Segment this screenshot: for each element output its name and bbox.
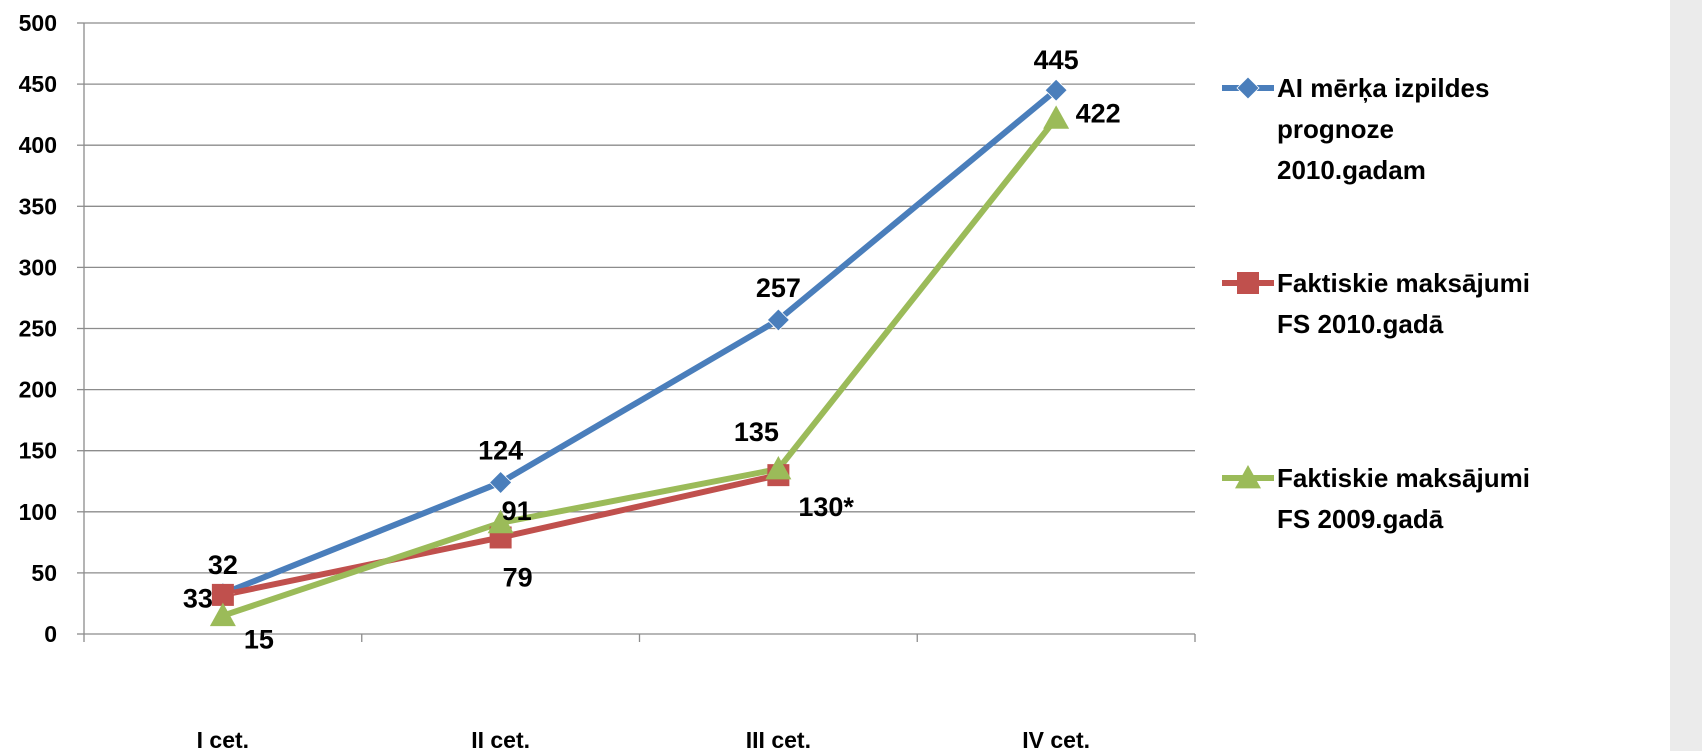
legend-label: Faktiskie maksājumi xyxy=(1277,268,1530,298)
data-label: 130* xyxy=(798,492,854,522)
legend-label: AI mērķa izpildes xyxy=(1277,73,1489,103)
legend-marker-2 xyxy=(1237,272,1259,294)
data-label: 32 xyxy=(208,550,238,580)
x-tick-label: II cet. xyxy=(471,727,530,751)
series-line-3 xyxy=(219,115,1060,619)
series-line-1 xyxy=(219,87,1060,597)
data-point-3 xyxy=(209,602,236,627)
data-label: 257 xyxy=(756,273,801,303)
y-tick-label: 250 xyxy=(19,316,57,342)
data-label: 33 xyxy=(183,584,213,614)
data-label: 91 xyxy=(502,496,532,526)
data-label: 422 xyxy=(1076,98,1121,128)
y-tick-label: 100 xyxy=(19,499,57,525)
data-label: 445 xyxy=(1034,45,1079,75)
y-tick-label: 400 xyxy=(19,132,57,158)
x-tick-label: IV cet. xyxy=(1022,727,1090,751)
y-tick-label: 150 xyxy=(19,438,57,464)
data-point-3 xyxy=(765,456,792,480)
legend-label: FS 2009.gadā xyxy=(1277,504,1444,534)
y-tick-label: 350 xyxy=(19,193,57,219)
y-tick-label: 200 xyxy=(19,377,57,403)
legend-label: 2010.gadam xyxy=(1277,155,1426,185)
legend-label: FS 2010.gadā xyxy=(1277,309,1444,339)
data-label: 135 xyxy=(734,417,779,447)
data-point-1 xyxy=(489,470,513,495)
data-point-1 xyxy=(1044,78,1068,102)
y-tick-label: 300 xyxy=(19,254,57,280)
legend-marker-3 xyxy=(1235,465,1261,489)
data-label: 15 xyxy=(244,625,274,655)
side-panel xyxy=(1670,0,1702,751)
y-tick-label: 450 xyxy=(19,71,57,97)
data-point-1 xyxy=(766,308,790,332)
y-tick-label: 50 xyxy=(31,560,57,586)
legend-label: Faktiskie maksājumi xyxy=(1277,463,1530,493)
data-point-3 xyxy=(487,509,514,534)
y-tick-label: 0 xyxy=(44,621,57,647)
data-point-3 xyxy=(1043,105,1070,129)
legend-label: prognoze xyxy=(1277,114,1394,144)
x-tick-label: III cet. xyxy=(746,727,811,751)
legend-marker-1 xyxy=(1236,76,1260,100)
data-label: 79 xyxy=(503,562,533,592)
data-label: 124 xyxy=(478,435,523,465)
x-tick-label: I cet. xyxy=(197,727,249,751)
data-point-2 xyxy=(211,583,234,606)
y-tick-label: 500 xyxy=(19,10,57,36)
